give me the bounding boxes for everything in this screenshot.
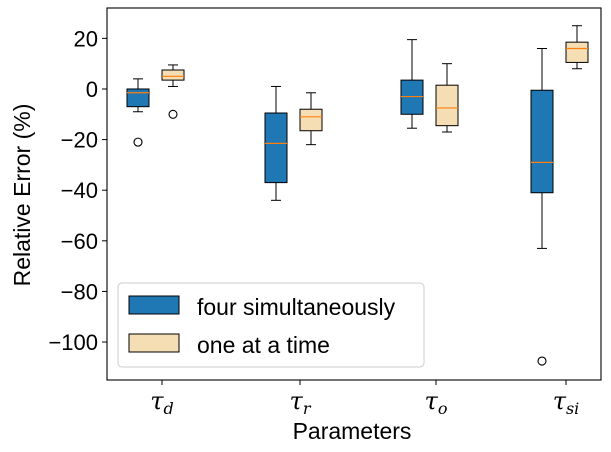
box-one-at-a-time	[299, 92, 323, 146]
legend-swatch-one-at-a-time	[128, 333, 180, 353]
y-tick-label: −80	[61, 279, 98, 304]
legend-frame	[117, 282, 425, 368]
legend-label-four-simultaneously: four simultaneously	[197, 294, 396, 320]
box-four-simultaneously	[400, 39, 424, 129]
outlier-point	[537, 356, 547, 366]
legend-label-one-at-a-time: one at a time	[197, 332, 330, 358]
legend-swatch-four-simultaneously	[128, 295, 180, 315]
box-four-simultaneously	[264, 85, 288, 201]
box-plot-boxes	[126, 25, 589, 366]
legend: four simultaneously one at a time	[117, 282, 425, 368]
x-tick-label: τsi	[553, 387, 580, 418]
x-axis-ticks: τd τr τo τsi	[150, 380, 579, 418]
y-axis-label: Relative Error (%)	[9, 104, 35, 287]
box-one-at-a-time	[435, 63, 459, 133]
x-tick-label: τo	[425, 387, 448, 418]
box-four-simultaneously	[530, 47, 554, 366]
box-four-simultaneously	[126, 78, 150, 147]
y-tick-label: 0	[86, 77, 98, 102]
y-tick-label: −40	[61, 178, 98, 203]
y-tick-label: 20	[74, 26, 98, 51]
y-tick-label: −100	[48, 330, 98, 355]
box-one-at-a-time	[565, 25, 589, 70]
box-iqr	[530, 89, 554, 194]
outlier-point	[168, 109, 178, 119]
x-tick-label: τr	[290, 387, 312, 418]
box-iqr	[400, 79, 424, 115]
x-axis-label: Parameters	[293, 418, 412, 444]
box-iqr	[435, 84, 459, 127]
plot-frame	[106, 7, 602, 381]
box-iqr	[161, 69, 185, 81]
box-one-at-a-time	[161, 64, 185, 119]
box-iqr	[264, 112, 288, 184]
box-iqr	[126, 88, 150, 108]
box-iqr	[565, 41, 589, 63]
y-tick-label: −60	[61, 229, 98, 254]
x-tick-label: τd	[150, 387, 174, 418]
y-axis-ticks: 20 0 −20 −40 −60 −80 −100	[48, 26, 107, 355]
outlier-point	[133, 137, 143, 147]
box-iqr	[299, 108, 323, 132]
y-tick-label: −20	[61, 128, 98, 153]
